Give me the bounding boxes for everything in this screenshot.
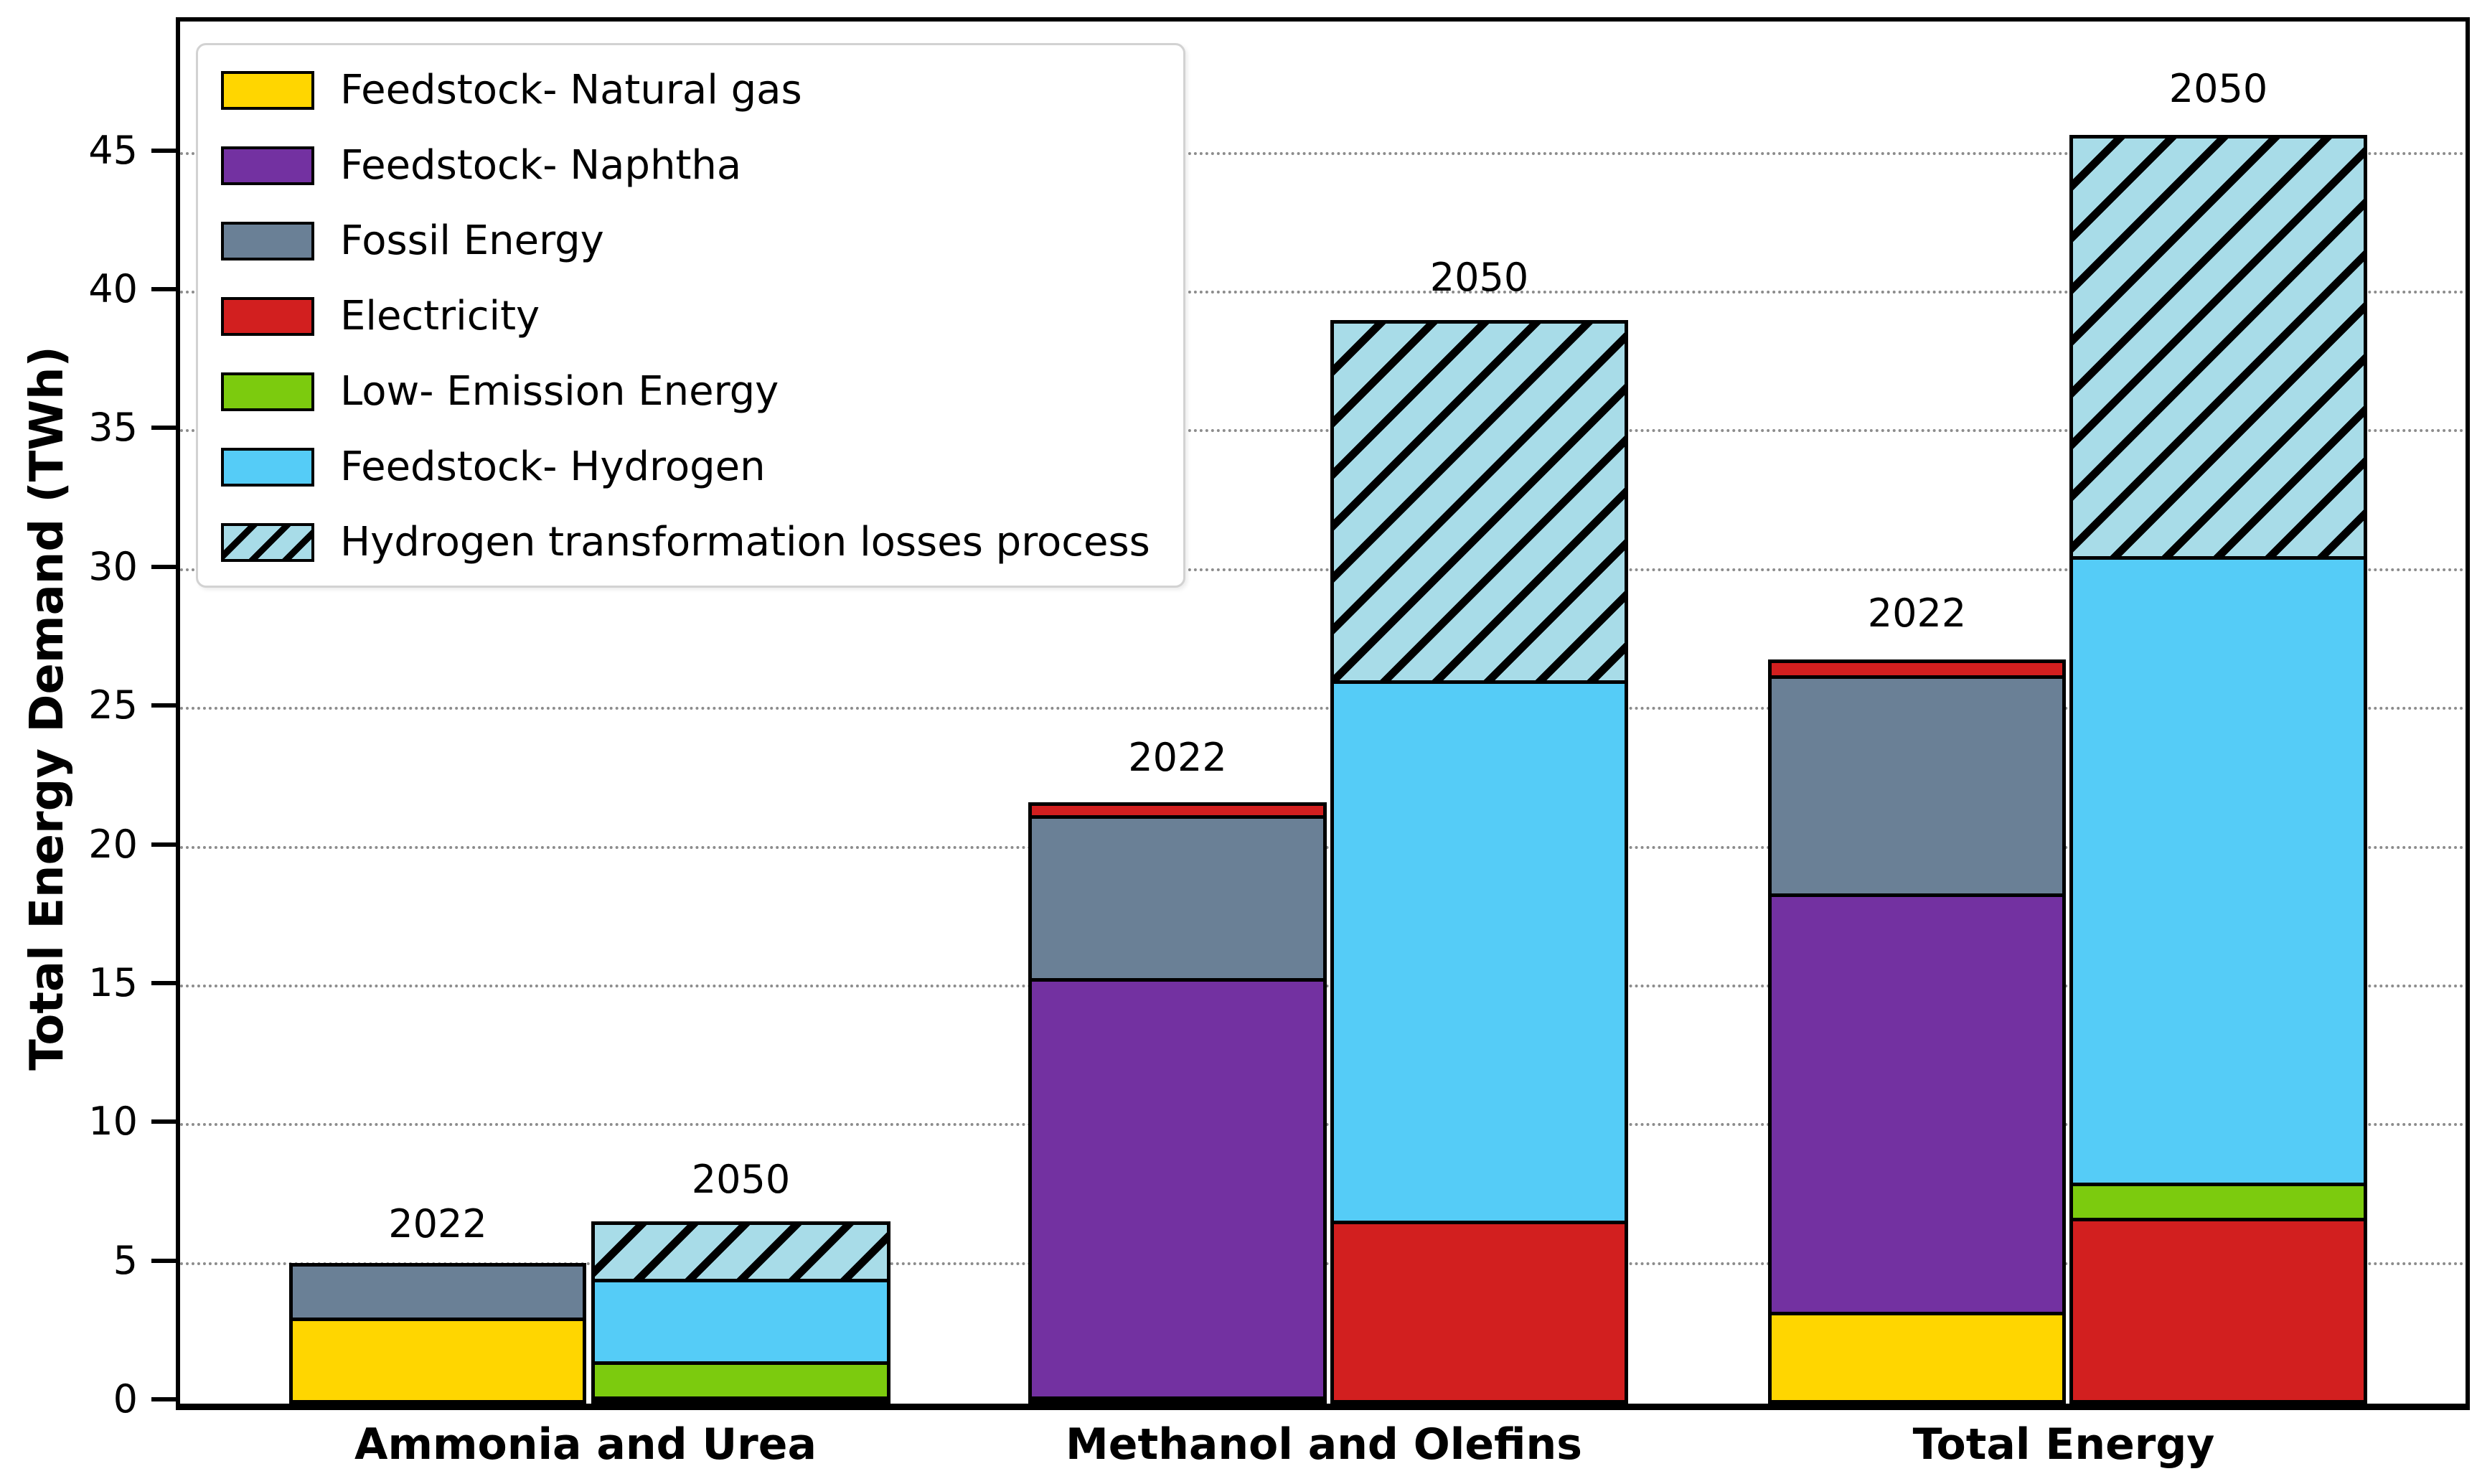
legend-swatch-icon xyxy=(221,447,314,487)
legend-swatch-icon xyxy=(221,296,314,336)
y-tick-label-40: 40 xyxy=(88,266,138,311)
legend-item-hydrogen-transformation-losses-process: Hydrogen transformation losses process xyxy=(221,519,1150,565)
hatched-legend-swatch-icon xyxy=(221,522,314,562)
bar-total-energy-2022 xyxy=(1768,659,2066,1404)
bar-segment-electricity xyxy=(2069,1218,2367,1404)
y-tick-mark-10 xyxy=(151,1119,176,1124)
bar-year-label: 2022 xyxy=(1867,591,1967,636)
bar-segment-feedstock-naphtha xyxy=(1768,893,2066,1315)
legend-item-feedstock-natural-gas: Feedstock- Natural gas xyxy=(221,67,1150,113)
y-tick-mark-5 xyxy=(151,1259,176,1263)
bar-segment-electricity xyxy=(591,1396,890,1404)
bar-methanol-and-olefins-2022 xyxy=(1028,802,1327,1404)
legend-swatch-icon xyxy=(221,372,314,411)
y-tick-mark-0 xyxy=(151,1397,176,1401)
bar-segment-hydrogen-transformation-losses-process xyxy=(2069,135,2367,560)
legend-item-feedstock-naphtha: Feedstock- Naphtha xyxy=(221,142,1150,189)
bar-segment-feedstock-natural-gas xyxy=(289,1318,586,1404)
legend-item-low-emission-energy: Low- Emission Energy xyxy=(221,368,1150,415)
bar-segment-fossil-energy xyxy=(1768,675,2066,897)
bar-segment-hydrogen-transformation-losses-process xyxy=(591,1221,890,1282)
y-tick-label-45: 45 xyxy=(88,128,138,173)
bar-segment-fossil-energy xyxy=(289,1263,586,1321)
legend-label: Feedstock- Naphtha xyxy=(340,142,742,189)
bar-segment-electricity xyxy=(1330,1221,1628,1404)
y-tick-mark-45 xyxy=(151,149,176,153)
gridline-30 xyxy=(180,568,2466,571)
gridline-25 xyxy=(180,707,2466,710)
y-tick-mark-15 xyxy=(151,981,176,985)
x-tick-label-total-energy: Total Energy xyxy=(1912,1419,2215,1470)
x-tick-label-methanol-and-olefins: Methanol and Olefins xyxy=(1066,1419,1582,1470)
y-tick-mark-40 xyxy=(151,287,176,291)
bar-segment-feedstock-natural-gas xyxy=(1028,1396,1327,1404)
bar-ammonia-and-urea-2022 xyxy=(289,1263,586,1404)
legend-label: Feedstock- Natural gas xyxy=(340,67,802,113)
legend-label: Feedstock- Hydrogen xyxy=(340,443,766,490)
bar-total-energy-2050 xyxy=(2069,135,2367,1404)
legend-label: Electricity xyxy=(340,293,540,339)
bar-segment-feedstock-natural-gas xyxy=(1768,1312,2066,1404)
bar-year-label: 2050 xyxy=(2168,66,2268,111)
y-tick-label-35: 35 xyxy=(88,405,138,450)
plot-area: 2022 2050 2022 2050 2022 2050 Feedstock- Natu… xyxy=(176,17,2470,1410)
gridline-45 xyxy=(180,152,2466,155)
bar-methanol-and-olefins-2050 xyxy=(1330,320,1628,1404)
gridline-40 xyxy=(180,291,2466,293)
y-tick-mark-20 xyxy=(151,842,176,847)
bar-ammonia-and-urea-2050 xyxy=(591,1221,890,1404)
x-tick-label-ammonia-and-urea: Ammonia and Urea xyxy=(354,1419,817,1470)
y-tick-mark-25 xyxy=(151,703,176,708)
bar-segment-fossil-energy xyxy=(1028,815,1327,982)
y-axis-title: Total Energy Demand (TWh) xyxy=(21,346,74,1071)
y-tick-mark-35 xyxy=(151,426,176,430)
bar-year-label: 2050 xyxy=(1429,255,1529,300)
bar-segment-feedstock-hydrogen xyxy=(591,1279,890,1365)
legend-item-fossil-energy: Fossil Energy xyxy=(221,217,1150,264)
y-tick-label-5: 5 xyxy=(113,1238,138,1283)
legend-swatch-icon xyxy=(221,70,314,110)
y-tick-label-10: 10 xyxy=(88,1099,138,1144)
bar-segment-low-emission-energy xyxy=(2069,1183,2367,1221)
bar-segment-hydrogen-transformation-losses-process xyxy=(1330,320,1628,684)
legend: Feedstock- Natural gas Feedstock- Naphtha… xyxy=(196,43,1185,588)
y-tick-label-30: 30 xyxy=(88,544,138,589)
legend-swatch-icon xyxy=(221,146,314,185)
legend-item-feedstock-hydrogen: Feedstock- Hydrogen xyxy=(221,443,1150,490)
bar-year-label: 2022 xyxy=(388,1201,487,1246)
y-tick-mark-30 xyxy=(151,565,176,569)
bar-segment-feedstock-hydrogen xyxy=(1330,680,1628,1224)
y-tick-label-15: 15 xyxy=(88,960,138,1005)
y-tick-label-20: 20 xyxy=(88,822,138,867)
legend-label: Fossil Energy xyxy=(340,217,604,264)
bar-segment-feedstock-hydrogen xyxy=(2069,556,2367,1186)
bar-segment-low-emission-energy xyxy=(591,1361,890,1400)
y-tick-label-0: 0 xyxy=(113,1376,138,1422)
y-tick-label-25: 25 xyxy=(88,682,138,728)
legend-item-electricity: Electricity xyxy=(221,293,1150,339)
bar-segment-feedstock-naphtha xyxy=(1028,978,1327,1400)
legend-swatch-icon xyxy=(221,221,314,260)
legend-label: Hydrogen transformation losses process xyxy=(340,519,1150,565)
gridline-35 xyxy=(180,429,2466,432)
bar-year-label: 2022 xyxy=(1128,735,1227,780)
legend-label: Low- Emission Energy xyxy=(340,368,779,415)
bar-year-label: 2050 xyxy=(691,1157,791,1202)
